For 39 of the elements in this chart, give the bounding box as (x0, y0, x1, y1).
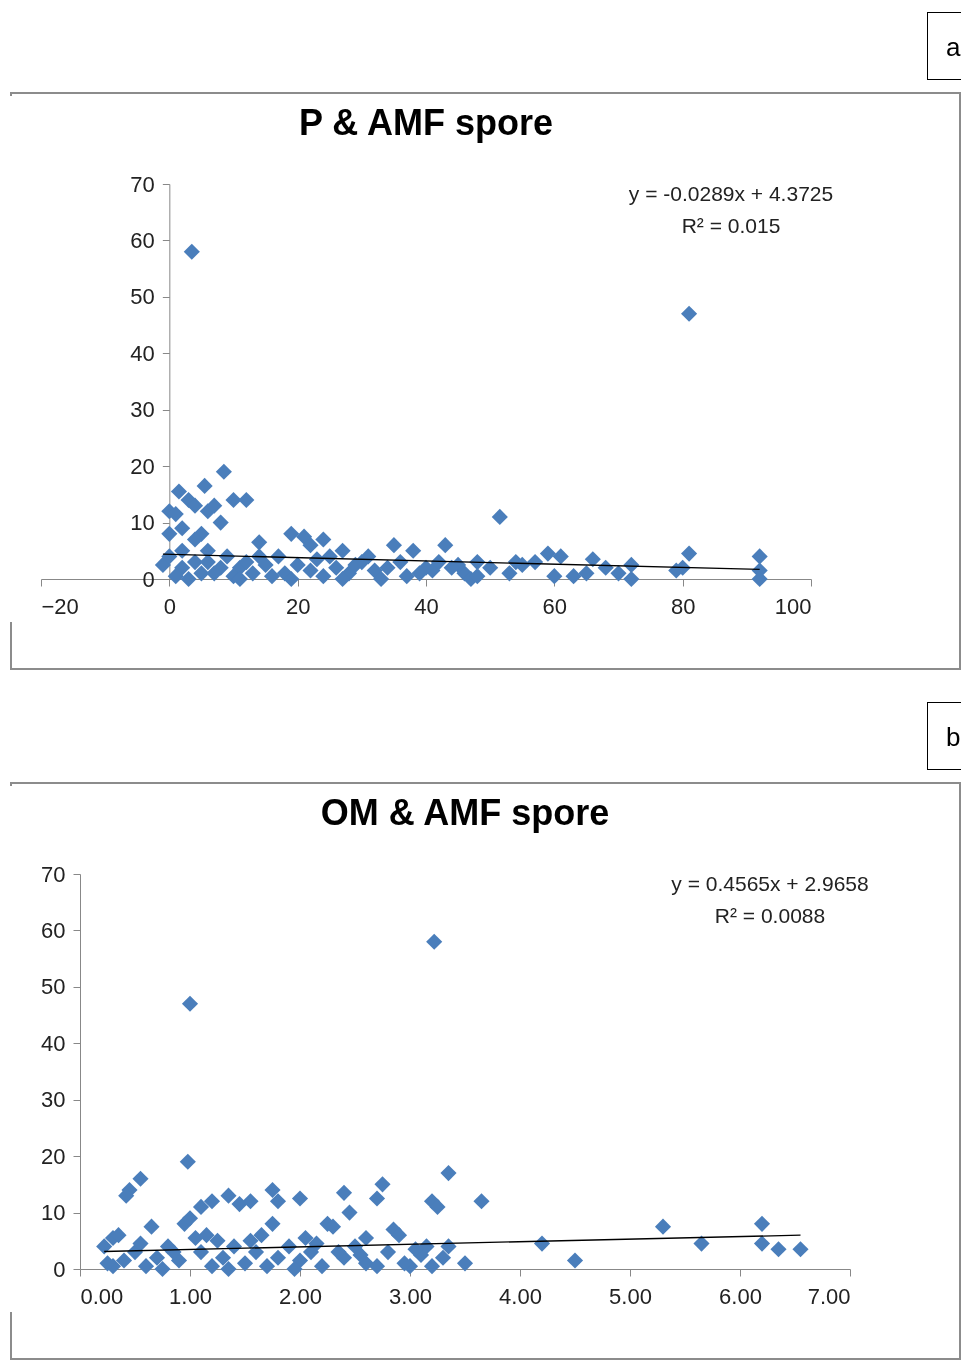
x-tick-label: 100 (774, 593, 812, 619)
x-tick-label: 40 (414, 593, 439, 619)
y-tick-label: 50 (130, 284, 155, 310)
x-tick-label: −20 (41, 593, 79, 619)
x-tick-label: 0 (163, 593, 176, 619)
y-tick-label: 40 (41, 1030, 66, 1056)
y-tick-label: 10 (130, 510, 155, 536)
annotation: y = -0.0289x + 4.3725 (628, 182, 834, 205)
y-tick-label: 50 (41, 974, 66, 1000)
y-tick-label: 60 (130, 227, 155, 253)
x-tick-label: 4.00 (499, 1283, 542, 1309)
y-tick-label: 40 (130, 340, 155, 366)
x-tick-label: 6.00 (719, 1283, 762, 1309)
y-tick-label: 0 (53, 1256, 66, 1282)
y-tick-label: 70 (41, 861, 66, 887)
x-tick-label: 80 (670, 593, 696, 619)
y-tick-label: 30 (130, 397, 155, 423)
y-tick-label: 0 (142, 566, 155, 592)
y-tick-label: 10 (41, 1200, 66, 1226)
x-tick-label: 60 (542, 593, 568, 619)
y-tick-label: 30 (41, 1087, 66, 1113)
x-tick-label: 20 (285, 593, 311, 619)
y-tick-label: 60 (41, 917, 66, 943)
x-tick-label: 2.00 (279, 1283, 322, 1309)
y-tick-label: 20 (41, 1143, 66, 1169)
x-tick-label: 0.00 (80, 1283, 124, 1309)
x-tick-label: 3.00 (389, 1283, 432, 1309)
x-tick-label: 7.00 (807, 1283, 851, 1309)
text: b (927, 702, 961, 770)
text: a (927, 12, 961, 80)
chart-title: OM & AMF spore (320, 792, 610, 833)
annotation: R² = 0.0088 (714, 904, 826, 927)
chart-title: P & AMF spore (298, 102, 554, 143)
x-tick-label: 5.00 (609, 1283, 652, 1309)
y-tick-label: 20 (130, 453, 155, 479)
annotation: R² = 0.015 (681, 214, 781, 237)
y-tick-label: 70 (130, 171, 155, 197)
x-tick-label: 1.00 (169, 1283, 212, 1309)
annotation: y = 0.4565x + 2.9658 (671, 872, 869, 895)
